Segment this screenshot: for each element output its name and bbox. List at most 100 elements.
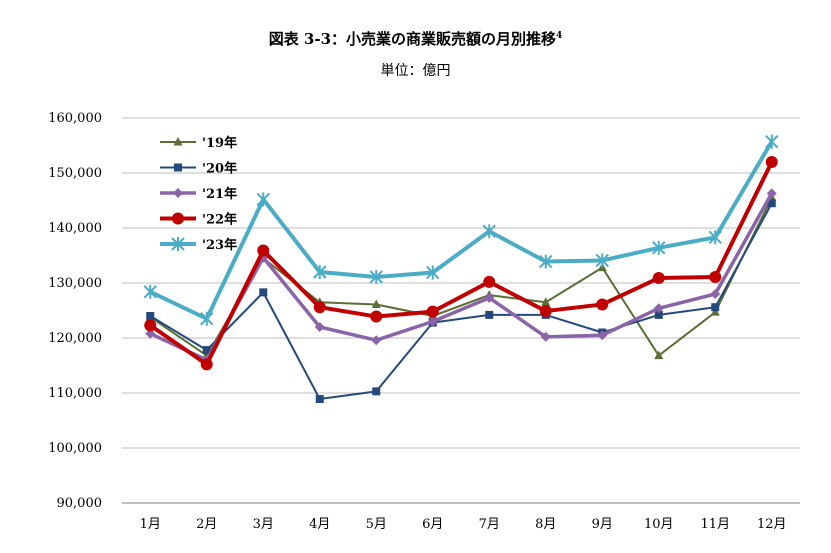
data-point	[426, 305, 439, 318]
data-point	[145, 328, 156, 339]
triangle-marker	[710, 307, 720, 316]
data-point	[654, 310, 663, 319]
gridlines	[122, 117, 800, 504]
x-tick-label: 6月	[422, 517, 443, 532]
data-point	[427, 316, 438, 327]
square-marker	[315, 395, 324, 404]
diamond-marker	[173, 188, 183, 198]
data-point	[200, 311, 214, 326]
y-tick-label: 100,000	[48, 441, 102, 456]
diamond-marker	[710, 289, 721, 299]
data-point	[485, 310, 494, 319]
legend: '19年 '20年 '21年 '22年 '23年	[160, 135, 237, 253]
circle-marker	[370, 310, 383, 323]
circle-marker	[596, 298, 609, 311]
circle-marker	[426, 305, 439, 318]
data-point	[426, 265, 440, 280]
data-point	[202, 346, 211, 355]
data-point	[709, 270, 722, 283]
x-tick-label: 3月	[253, 517, 274, 532]
y-tick-label: 160,000	[48, 111, 102, 126]
series-line	[149, 140, 774, 321]
square-marker	[711, 303, 720, 312]
series-line	[149, 192, 774, 362]
data-point	[654, 350, 664, 360]
legend-label: '20年	[202, 161, 237, 177]
x-tick-label: 5月	[366, 517, 387, 532]
circle-marker	[539, 305, 552, 318]
data-point	[708, 230, 722, 245]
data-point	[597, 330, 608, 341]
diamond-marker	[145, 328, 156, 339]
data-point	[200, 358, 213, 371]
data-point	[256, 192, 270, 207]
data-point	[172, 212, 184, 225]
x-tick-label: 2月	[196, 517, 217, 532]
square-marker	[202, 346, 211, 355]
data-point	[539, 305, 552, 318]
circle-marker	[652, 272, 665, 285]
data-point	[313, 265, 327, 279]
chart-subtitle: 単位：億円	[380, 63, 451, 79]
data-point	[653, 303, 664, 314]
data-point	[541, 297, 551, 306]
data-point	[144, 319, 157, 332]
data-point	[173, 188, 183, 198]
triangle-marker	[541, 297, 551, 306]
circle-marker	[257, 244, 270, 257]
data-point	[259, 288, 268, 297]
legend-label: '22年	[202, 212, 237, 228]
data-point	[258, 252, 269, 263]
data-point	[710, 289, 721, 299]
diamond-marker	[484, 292, 495, 303]
circle-marker	[313, 301, 326, 314]
data-point	[371, 299, 381, 308]
square-marker	[767, 199, 776, 208]
series-line	[149, 202, 773, 401]
triangle-marker	[371, 299, 381, 308]
circle-marker	[709, 270, 722, 283]
square-marker	[259, 288, 268, 297]
series-4	[144, 156, 778, 371]
chart-title: 図表 3-3：小売業の商業販売額の月別推移4	[268, 30, 563, 48]
legend-item: '19年	[160, 135, 237, 151]
data-point	[371, 335, 382, 346]
diamond-marker	[597, 330, 608, 341]
legend-label: '19年	[202, 135, 237, 151]
square-marker	[146, 312, 155, 320]
diamond-marker	[314, 322, 325, 332]
diamond-marker	[540, 331, 551, 342]
data-point	[369, 269, 383, 284]
circle-marker	[144, 319, 157, 332]
data-point	[765, 134, 779, 149]
data-point	[173, 137, 183, 146]
square-marker	[372, 387, 381, 396]
series-line	[149, 161, 774, 367]
data-point	[143, 284, 157, 299]
x-tick-label: 8月	[535, 517, 556, 532]
data-point	[315, 395, 324, 404]
data-point	[257, 244, 270, 257]
y-axis: 90,000 100,000 110,000 120,000 130,000 140,00…	[48, 111, 102, 511]
data-point	[314, 322, 325, 332]
square-marker	[654, 310, 663, 319]
circle-marker	[765, 156, 778, 168]
data-point	[652, 272, 665, 285]
x-tick-label: 9月	[592, 517, 613, 532]
series-5	[143, 134, 779, 326]
data-point	[711, 303, 720, 312]
legend-label: '23年	[202, 237, 237, 253]
x-tick-label: 11月	[700, 517, 730, 532]
legend-item: '22年	[160, 212, 237, 228]
triangle-marker	[654, 350, 664, 360]
y-tick-label: 90,000	[57, 496, 103, 511]
series-2	[146, 199, 776, 404]
series-group	[143, 134, 779, 404]
circle-marker	[172, 212, 184, 225]
diamond-marker	[371, 335, 382, 346]
legend-label: '21年	[202, 186, 237, 202]
y-tick-label: 120,000	[48, 331, 102, 346]
data-point	[313, 301, 326, 314]
data-point	[766, 188, 777, 199]
